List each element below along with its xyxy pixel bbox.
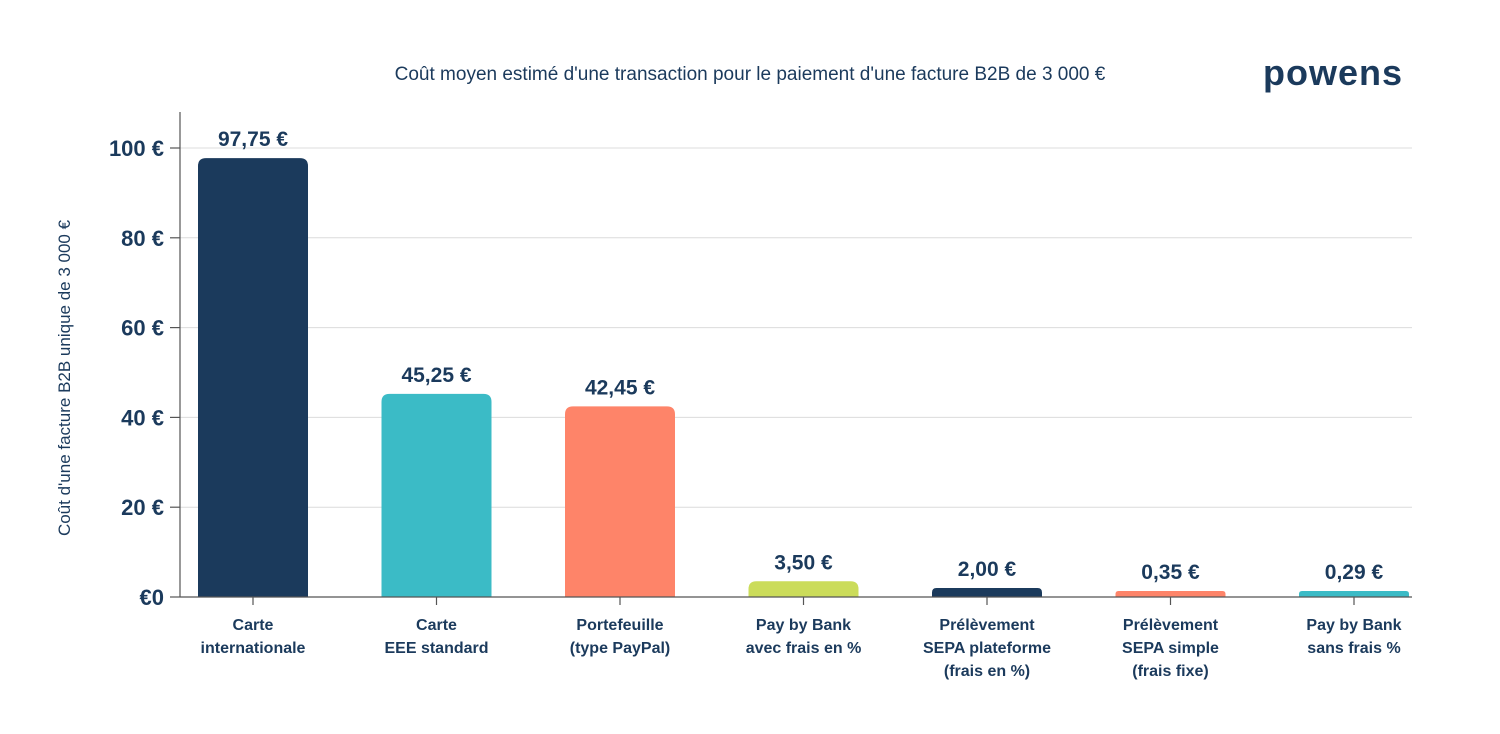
x-tick-label: Pay by Bank avec frais en % (746, 617, 862, 657)
y-tick-label: €0 (140, 585, 164, 610)
x-tick-label: Portefeuille (type PayPal) (570, 617, 670, 657)
x-tick-label: Prélèvement SEPA plateforme (frais en %) (923, 617, 1051, 680)
x-tick-label: Carte internationale (201, 617, 306, 657)
y-tick-label: 20 € (121, 495, 164, 520)
x-tick-label: Prélèvement SEPA simple (frais fixe) (1122, 617, 1219, 680)
x-tick-label: Carte EEE standard (384, 617, 488, 657)
y-tick-label: 80 € (121, 226, 164, 251)
bar (1115, 591, 1226, 597)
bar (381, 393, 492, 597)
data-label: 97,75 € (218, 128, 288, 151)
bars: 97,75 € 45,25 € 42,45 € 3,50 € 2,00 € 0,35 € 0… (198, 128, 1409, 598)
data-label: 2,00 € (958, 558, 1017, 581)
x-axis: Carte internationale Carte EEE standard Port… (180, 596, 1412, 680)
data-label: 42,45 € (585, 376, 655, 399)
y-axis-label: Coût d'une facture B2B unique de 3 000 € (55, 219, 74, 536)
y-tick-label: 40 € (121, 405, 164, 430)
x-tick-label: Pay by Bank sans frais % (1306, 617, 1401, 657)
data-label: 0,35 € (1141, 561, 1200, 584)
data-label: 3,50 € (774, 551, 833, 574)
bar (565, 406, 675, 597)
data-label: 45,25 € (401, 364, 471, 387)
data-label: 0,29 € (1325, 561, 1384, 584)
bar (748, 581, 859, 597)
y-tick-label: 60 € (121, 316, 164, 341)
gridlines (180, 147, 1412, 508)
chart-title: Coût moyen estimé d'une transaction pour… (395, 64, 1106, 85)
powens-logo: powens (1263, 52, 1403, 93)
y-tick-label: 100 € (109, 136, 164, 161)
y-axis: €0 20 € 40 € 60 € 80 € 100 € (109, 112, 181, 610)
bar (1299, 591, 1409, 597)
bar (198, 158, 308, 598)
bar (932, 588, 1042, 597)
